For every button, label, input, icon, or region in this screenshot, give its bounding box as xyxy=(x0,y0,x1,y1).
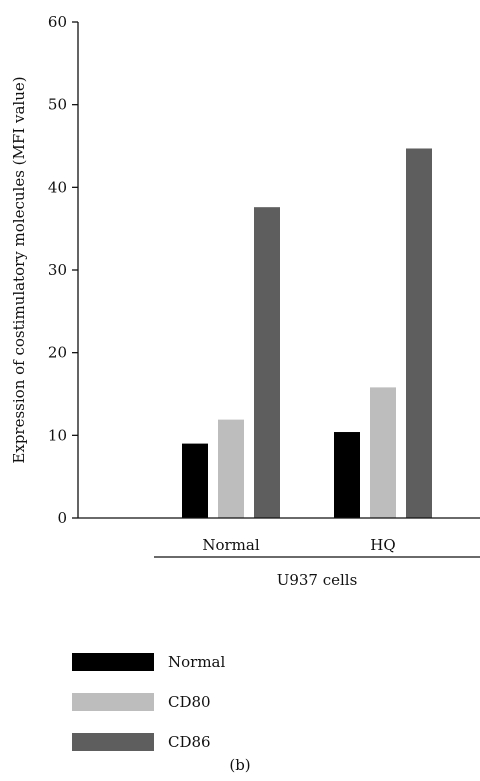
y-tick-label: 40 xyxy=(48,178,67,196)
bar-normal-cd86 xyxy=(254,207,280,518)
legend-item-normal: Normal xyxy=(72,642,225,682)
legend-swatch-normal xyxy=(72,653,154,671)
y-tick-label: 0 xyxy=(57,509,67,527)
legend: Normal CD80 CD86 xyxy=(72,642,225,762)
y-tick-label: 20 xyxy=(48,344,67,362)
y-tick-label: 50 xyxy=(48,96,67,114)
x-tick-label: HQ xyxy=(370,536,395,554)
bar-normal-normal xyxy=(182,443,208,518)
y-tick-label: 10 xyxy=(48,426,67,444)
legend-label-cd86: CD86 xyxy=(168,733,211,751)
legend-swatch-cd80 xyxy=(72,693,154,711)
legend-item-cd86: CD86 xyxy=(72,722,225,762)
bar-hq-cd86 xyxy=(406,148,432,519)
x-axis: Normal HQ xyxy=(78,517,480,558)
bar-normal-cd80 xyxy=(218,419,244,518)
bar-hq-cd80 xyxy=(370,387,396,518)
legend-item-cd80: CD80 xyxy=(72,682,225,722)
bar-hq-normal xyxy=(334,432,360,518)
legend-swatch-cd86 xyxy=(72,733,154,751)
y-tick-label: 30 xyxy=(48,261,67,279)
bars xyxy=(182,148,432,519)
y-axis: 0 10 20 30 40 50 60 xyxy=(48,13,79,527)
legend-label-normal: Normal xyxy=(168,653,226,671)
y-tick-label: 60 xyxy=(48,13,67,31)
x-axis-title: U937 cells xyxy=(277,571,358,589)
legend-label-cd80: CD80 xyxy=(168,693,211,711)
y-axis-title: Expression of costimulatory molecules (M… xyxy=(10,76,28,463)
panel-label: (b) xyxy=(229,756,251,774)
bar-chart: 0 10 20 30 40 50 60 Normal HQ Expression of cos… xyxy=(10,13,480,589)
x-tick-label: Normal xyxy=(202,536,259,554)
